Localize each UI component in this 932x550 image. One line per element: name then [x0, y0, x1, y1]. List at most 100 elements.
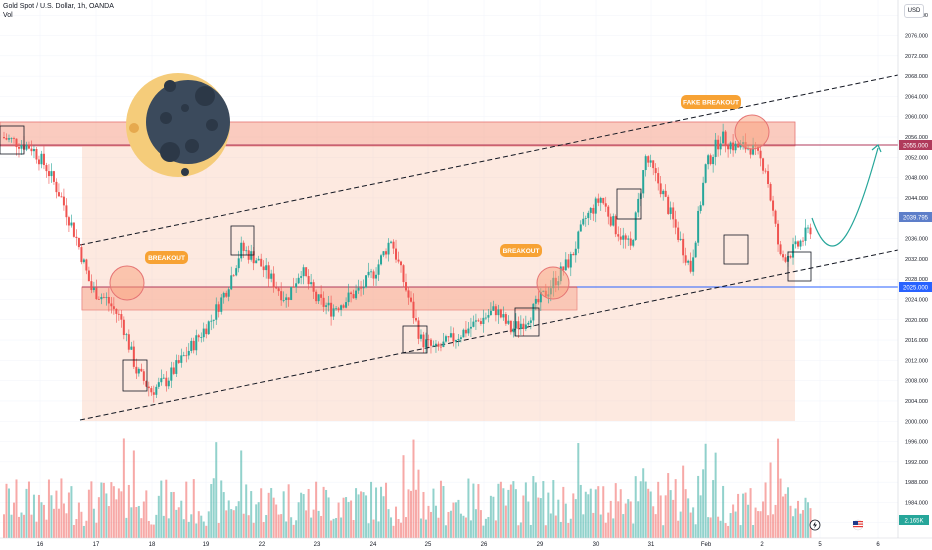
volume-bar — [385, 482, 388, 538]
volume-bar — [212, 478, 215, 538]
candle-body — [652, 160, 655, 169]
candle-body — [52, 171, 55, 182]
candle-body — [539, 291, 542, 303]
volume-bar — [170, 492, 173, 538]
candle-body — [80, 247, 83, 263]
candle-body — [472, 321, 475, 327]
candle-body — [120, 314, 123, 320]
volume-bar — [5, 483, 8, 538]
candle-body — [779, 244, 782, 255]
candle-body — [72, 222, 75, 237]
volume-bar — [85, 520, 88, 538]
volume-bar — [137, 505, 140, 538]
currency-button[interactable]: USD — [904, 4, 924, 18]
candle-body — [202, 328, 205, 338]
volume-bar — [467, 478, 470, 538]
candle-body — [405, 282, 408, 291]
volume-bar — [127, 484, 130, 538]
y-tick-label: 1992.000 — [905, 460, 928, 466]
candle-body — [572, 253, 575, 256]
candle-body — [464, 329, 467, 334]
price-axis[interactable] — [898, 0, 932, 550]
volume-bar — [87, 489, 90, 538]
candle-body — [529, 320, 532, 323]
volume-bar — [290, 517, 293, 538]
volume-bar — [599, 514, 602, 538]
candle-body — [689, 260, 692, 272]
volume-bar — [479, 510, 482, 538]
volume-bar — [782, 496, 785, 538]
volume-bar — [414, 489, 417, 538]
candle-body — [270, 273, 273, 279]
volume-bar — [539, 498, 542, 538]
volume-bar — [607, 512, 610, 538]
candle-body — [372, 271, 375, 279]
volume-bar — [345, 497, 348, 538]
volume-bar — [504, 505, 507, 538]
volume-bar — [172, 491, 175, 538]
volume-bar — [237, 501, 240, 538]
candle-body — [235, 268, 238, 276]
volume-bar — [652, 506, 655, 538]
volume-bar — [165, 479, 168, 538]
candle-body — [360, 287, 363, 289]
volume-bar — [15, 479, 18, 538]
volume-bar — [260, 488, 263, 538]
candle-body — [594, 198, 597, 214]
candle-body — [752, 145, 755, 155]
volume-bar — [302, 494, 305, 538]
volume-bar — [727, 525, 730, 538]
volume-bar — [462, 515, 465, 538]
candle-body — [385, 251, 388, 255]
volume-bar — [400, 522, 403, 538]
channel-fill — [82, 146, 795, 421]
candle-body — [110, 303, 113, 307]
volume-bar — [577, 443, 580, 538]
candle-body — [135, 366, 138, 374]
candle-body — [524, 324, 527, 329]
highlight-box — [0, 125, 25, 155]
volume-bar — [632, 523, 635, 538]
volume-bar — [217, 522, 220, 538]
y-tick-label: 2064.000 — [905, 94, 928, 100]
candle-body — [412, 301, 415, 319]
candle-body — [352, 294, 355, 299]
candle-body — [687, 260, 690, 263]
volume-bar — [275, 504, 278, 538]
candle-body — [479, 321, 482, 324]
volume-bar — [672, 499, 675, 538]
volume-bar — [122, 438, 125, 538]
candle-body — [395, 248, 398, 260]
candle-body — [707, 155, 710, 165]
candle-body — [287, 297, 290, 300]
volume-bar — [395, 506, 398, 538]
volume-bar — [147, 520, 150, 538]
volume-bars — [3, 438, 812, 538]
volume-bar — [32, 494, 35, 538]
breakout-label-1: BREAKOUT — [145, 251, 188, 264]
volume-bar — [125, 517, 128, 538]
candle-body — [644, 156, 647, 171]
candle-body — [672, 207, 675, 220]
x-tick-label: Feb — [701, 542, 712, 548]
fake-breakout-circle — [734, 114, 770, 150]
candle-body — [697, 210, 700, 243]
us-flag-icon[interactable] — [852, 519, 864, 531]
volume-bar — [529, 524, 532, 538]
volume-bar — [519, 522, 522, 538]
volume-bar — [667, 473, 670, 538]
candle-body — [187, 350, 190, 356]
candle-body — [222, 292, 225, 298]
y-tick-label: 1988.000 — [905, 480, 928, 486]
candle-body — [137, 368, 140, 374]
candle-body — [382, 251, 385, 256]
x-tick-label: 18 — [149, 542, 156, 548]
candle-body — [612, 216, 615, 226]
lightning-icon[interactable] — [809, 519, 821, 531]
svg-text:BREAKOUT: BREAKOUT — [148, 255, 185, 262]
volume-bar — [347, 501, 350, 538]
volume-bar — [167, 518, 170, 538]
candle-body — [774, 210, 777, 224]
